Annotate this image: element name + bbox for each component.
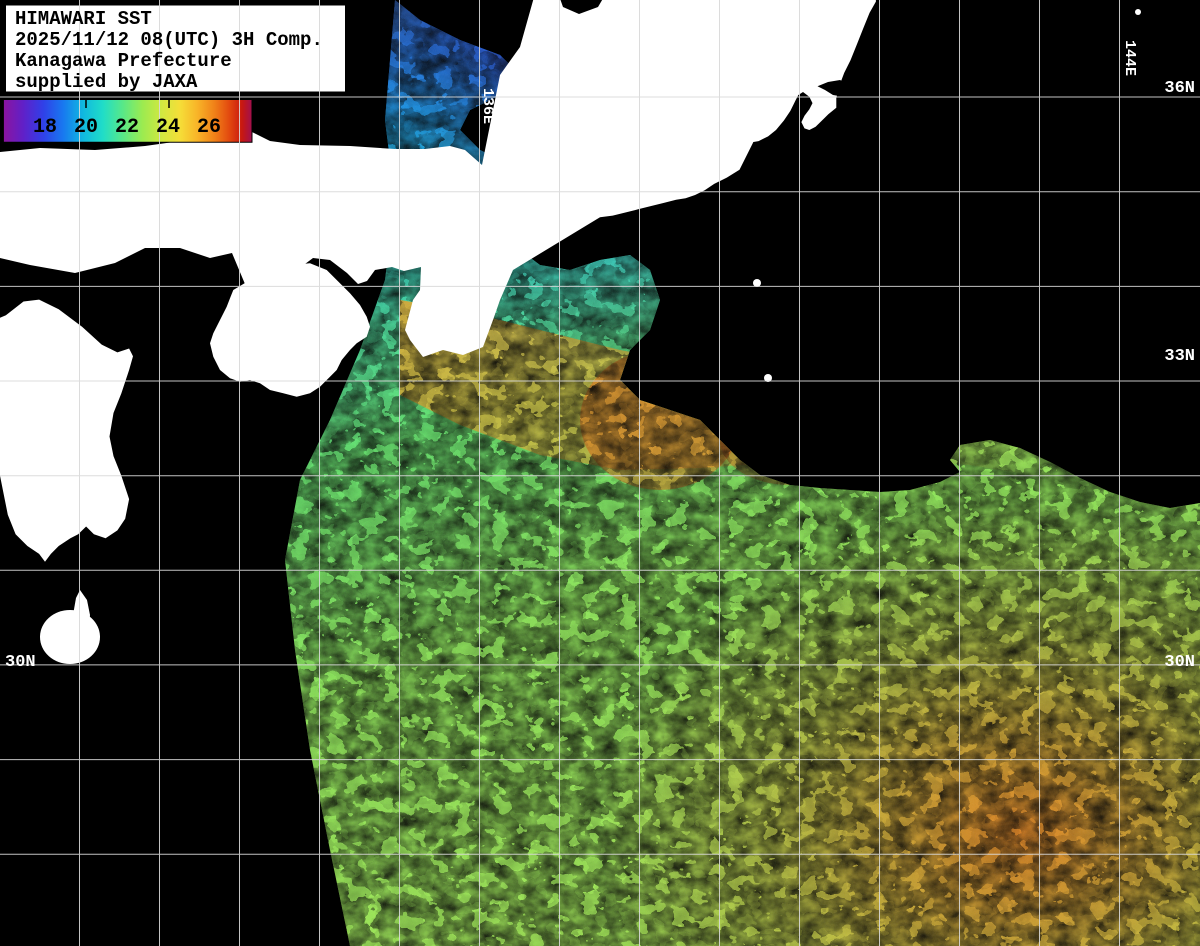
svg-text:26: 26 bbox=[197, 116, 221, 139]
svg-text:30N: 30N bbox=[5, 653, 36, 672]
svg-text:22: 22 bbox=[115, 116, 139, 139]
svg-text:supplied by JAXA: supplied by JAXA bbox=[15, 71, 198, 93]
svg-text:33N: 33N bbox=[1164, 347, 1195, 366]
svg-text:2025/11/12 08(UTC) 3H Comp.: 2025/11/12 08(UTC) 3H Comp. bbox=[15, 29, 323, 51]
svg-text:HIMAWARI SST: HIMAWARI SST bbox=[15, 8, 152, 30]
svg-text:30N: 30N bbox=[1164, 653, 1195, 672]
svg-text:Kanagawa Prefecture: Kanagawa Prefecture bbox=[15, 50, 232, 72]
svg-text:144E: 144E bbox=[1121, 40, 1138, 76]
svg-text:136E: 136E bbox=[479, 88, 496, 124]
svg-text:18: 18 bbox=[33, 116, 57, 139]
svg-text:20: 20 bbox=[74, 116, 98, 139]
svg-text:24: 24 bbox=[156, 116, 180, 139]
svg-text:36N: 36N bbox=[1164, 79, 1195, 98]
